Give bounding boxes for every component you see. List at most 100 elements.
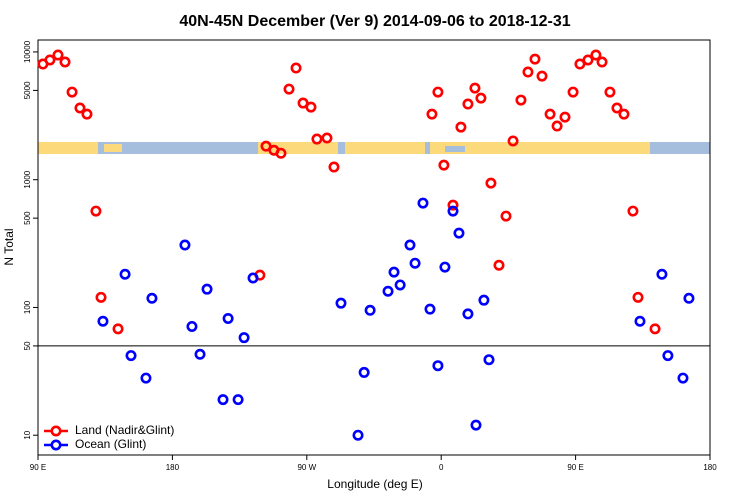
point bbox=[90, 205, 102, 217]
point bbox=[194, 348, 206, 360]
point bbox=[470, 419, 482, 431]
point bbox=[232, 394, 244, 406]
point bbox=[217, 394, 229, 406]
point bbox=[335, 297, 347, 309]
point bbox=[439, 261, 451, 273]
y-tick-label: 50 bbox=[23, 341, 32, 350]
y-axis-label: N Total bbox=[2, 228, 16, 265]
point bbox=[97, 315, 109, 327]
y-tick-label: 1000 bbox=[23, 170, 32, 188]
plot-frame bbox=[37, 39, 711, 456]
point bbox=[222, 312, 234, 324]
legend-label: Ocean (Glint) bbox=[75, 437, 146, 451]
point bbox=[119, 268, 131, 280]
point bbox=[426, 108, 438, 120]
point bbox=[382, 285, 394, 297]
point bbox=[507, 135, 519, 147]
point bbox=[662, 350, 674, 362]
point bbox=[677, 372, 689, 384]
legend-marker bbox=[50, 425, 62, 437]
point bbox=[66, 86, 78, 98]
point bbox=[52, 49, 64, 61]
point bbox=[453, 227, 465, 239]
point bbox=[559, 111, 571, 123]
point bbox=[186, 320, 198, 332]
point bbox=[618, 108, 630, 120]
point bbox=[611, 102, 623, 114]
y-tick-label: 500 bbox=[23, 211, 32, 225]
point bbox=[522, 66, 534, 78]
point bbox=[358, 366, 370, 378]
point bbox=[447, 205, 459, 217]
point bbox=[485, 177, 497, 189]
point bbox=[179, 239, 191, 251]
point bbox=[394, 279, 406, 291]
point bbox=[201, 283, 213, 295]
point bbox=[596, 56, 608, 68]
point bbox=[438, 159, 450, 171]
point bbox=[409, 257, 421, 269]
legend-marker bbox=[50, 439, 62, 451]
point bbox=[74, 102, 86, 114]
x-tick-label: 90 E bbox=[30, 463, 46, 472]
point bbox=[81, 108, 93, 120]
point bbox=[305, 101, 317, 113]
point bbox=[649, 323, 661, 335]
point bbox=[536, 70, 548, 82]
point bbox=[447, 199, 459, 211]
point bbox=[364, 304, 376, 316]
point bbox=[469, 82, 481, 94]
y-tick-label: 100 bbox=[23, 300, 32, 314]
y-tick-label: 10 bbox=[23, 430, 32, 439]
point bbox=[417, 197, 429, 209]
point bbox=[590, 49, 602, 61]
point bbox=[544, 108, 556, 120]
point bbox=[493, 259, 505, 271]
point bbox=[634, 315, 646, 327]
point bbox=[321, 132, 333, 144]
point bbox=[478, 294, 490, 306]
point bbox=[582, 54, 594, 66]
point bbox=[260, 140, 272, 152]
point bbox=[311, 133, 323, 145]
point bbox=[140, 372, 152, 384]
point bbox=[515, 94, 527, 106]
point bbox=[59, 56, 71, 68]
point bbox=[567, 86, 579, 98]
point bbox=[529, 53, 541, 65]
chart-title: 40N-45N December (Ver 9) 2014-09-06 to 2… bbox=[179, 13, 570, 30]
x-tick-label: 180 bbox=[166, 463, 180, 472]
point bbox=[125, 350, 137, 362]
y-tick-label: 10000 bbox=[23, 40, 32, 63]
y-tick-label: 5000 bbox=[23, 81, 32, 99]
point bbox=[328, 161, 340, 173]
point bbox=[656, 268, 668, 280]
x-tick-label: 90 E bbox=[567, 463, 583, 472]
x-tick-label: 180 bbox=[703, 463, 717, 472]
point bbox=[352, 429, 364, 441]
point bbox=[500, 210, 512, 222]
point bbox=[290, 62, 302, 74]
legend-label: Land (Nadir&Glint) bbox=[75, 423, 174, 437]
point bbox=[432, 360, 444, 372]
point bbox=[432, 86, 444, 98]
point bbox=[112, 323, 124, 335]
point bbox=[475, 92, 487, 104]
point bbox=[551, 120, 563, 132]
point bbox=[247, 272, 259, 284]
point bbox=[455, 121, 467, 133]
point bbox=[483, 354, 495, 366]
point bbox=[574, 58, 586, 70]
point bbox=[627, 205, 639, 217]
map-strip bbox=[38, 142, 710, 154]
point bbox=[283, 83, 295, 95]
point bbox=[462, 98, 474, 110]
x-tick-label: 90 W bbox=[297, 463, 316, 472]
point bbox=[604, 86, 616, 98]
point bbox=[44, 54, 56, 66]
point bbox=[632, 291, 644, 303]
point bbox=[146, 292, 158, 304]
point bbox=[462, 308, 474, 320]
point bbox=[404, 239, 416, 251]
